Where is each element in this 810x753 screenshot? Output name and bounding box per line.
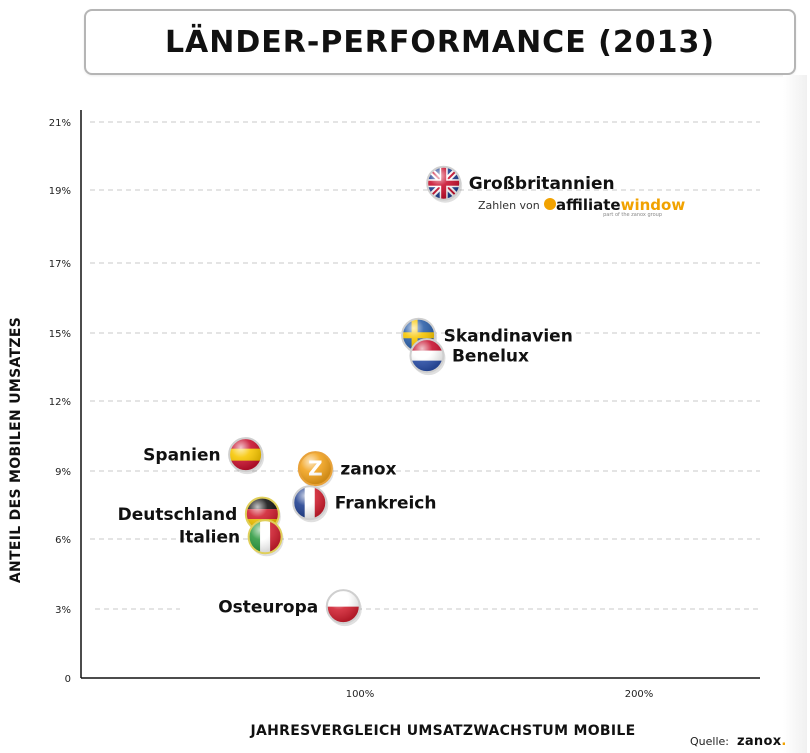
data-point [292, 485, 329, 523]
source-credit: Quelle: zanox. [690, 734, 787, 749]
source-brand-dot: . [781, 734, 787, 749]
data-point [401, 317, 438, 355]
y-tick-label: 15% [49, 329, 71, 340]
source-brand-logo: zanox. [737, 734, 787, 749]
data-point: Z [297, 451, 334, 489]
source-label: Quelle: [690, 735, 729, 748]
affiliatewindow-tagline: part of the zanox group [603, 212, 662, 218]
source-brand: zanox [736, 734, 782, 749]
italy-flag [247, 519, 283, 555]
y-tick-label: 0 [65, 674, 71, 685]
y-tick-label: 9% [55, 467, 71, 478]
netherlands-flag [409, 338, 445, 374]
point-label: Spanien [143, 446, 220, 466]
point-label: zanox [340, 460, 396, 480]
point-label: Frankreich [335, 494, 437, 514]
y-tick-labels: 0 3% 6% 9% 12% 15% 17% 19% 21% [49, 118, 71, 685]
x-axis-label: JAHRESVERGLEICH UMSATZWACHSTUM MOBILE [250, 723, 636, 739]
chart-title: LÄNDER-PERFORMANCE (2013) [164, 24, 716, 60]
point-label: Skandinavien [444, 326, 573, 346]
data-point [228, 437, 265, 475]
point-label: Deutschland [118, 505, 238, 525]
y-tick-label: 17% [49, 259, 71, 270]
y-tick-label: 19% [49, 186, 71, 197]
title-box: LÄNDER-PERFORMANCE (2013) [84, 9, 796, 75]
sweden-flag [401, 317, 437, 353]
affiliatewindow-logo: affiliatewindow [556, 196, 685, 214]
point-label: Italien [179, 528, 240, 548]
data-point [247, 519, 284, 557]
x-tick-label: 100% [346, 689, 375, 700]
point-label: Großbritannien [469, 174, 615, 194]
affiliatewindow-logo-icon [544, 198, 556, 210]
france-flag [292, 485, 328, 521]
point-label: Osteuropa [218, 598, 318, 618]
data-point [409, 338, 446, 376]
point-label: Benelux [452, 347, 529, 367]
y-tick-label: 6% [55, 535, 71, 546]
right-edge-shade [783, 75, 807, 753]
credit-text: Zahlen von [478, 199, 540, 212]
poland-flag [325, 589, 361, 625]
zanox-logo: Z [297, 451, 333, 487]
x-tick-labels: 100% 200% [346, 689, 654, 700]
data-point [325, 589, 362, 627]
data-point [426, 165, 463, 203]
y-tick-label: 12% [49, 397, 71, 408]
spain-flag [228, 437, 264, 473]
y-tick-label: 3% [55, 605, 71, 616]
y-tick-label: 21% [49, 118, 71, 129]
uk-flag [426, 165, 462, 201]
y-axis-label: ANTEIL DES MOBILEN UMSATZES [8, 317, 24, 583]
x-tick-label: 200% [625, 689, 654, 700]
